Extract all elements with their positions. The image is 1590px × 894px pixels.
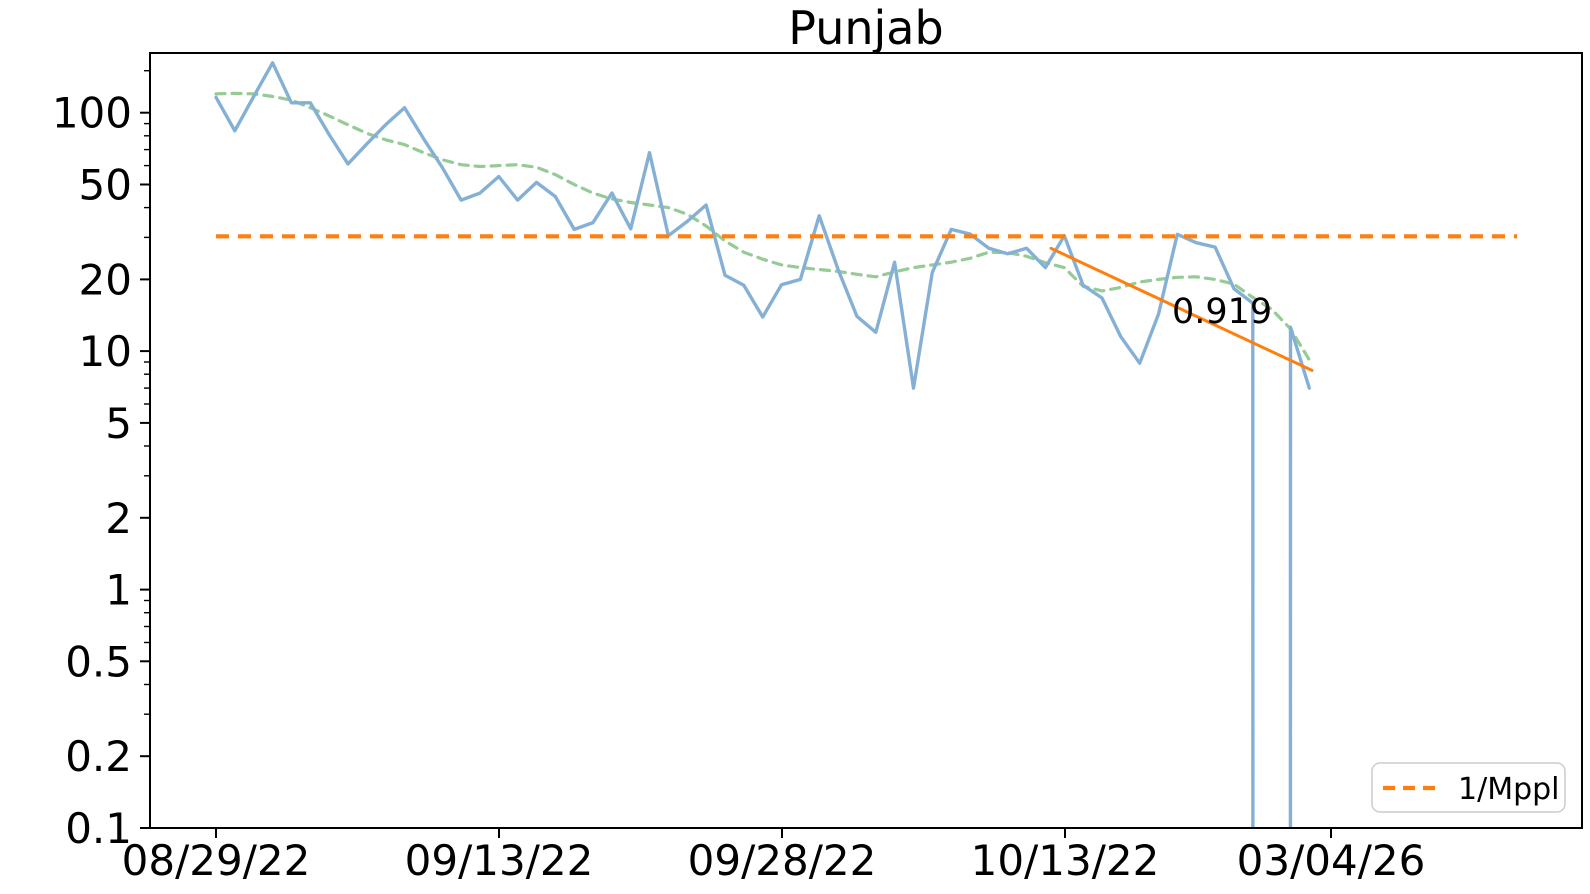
legend: 1/Mppl xyxy=(1371,762,1566,813)
series-layer xyxy=(214,61,1517,828)
legend-box xyxy=(1371,762,1566,813)
y-tick-label: 100 xyxy=(52,89,132,138)
chart-title: Punjab xyxy=(788,1,943,55)
y-tick-label: 1 xyxy=(105,566,132,615)
y-tick-label: 20 xyxy=(79,255,132,304)
trend-slope-annotation: 0.919 xyxy=(1172,292,1272,332)
x-tick-label: 09/13/22 xyxy=(405,836,594,885)
x-tick-label: 10/13/22 xyxy=(971,836,1160,885)
y-tick-label: 10 xyxy=(79,327,132,376)
y-tick-label: 0.1 xyxy=(65,804,132,853)
daily-values-line xyxy=(214,91,1311,362)
y-tick-label: 5 xyxy=(105,399,132,448)
axes-layer: 08/29/22 09/13/22 09/28/22 10/13/22 03/04/26… xyxy=(52,52,1583,885)
x-tick-label: 08/29/22 xyxy=(122,836,311,885)
y-tick-label: 0.5 xyxy=(65,637,132,686)
y-tick-label: 50 xyxy=(79,161,132,210)
legend-label: 1/Mppl xyxy=(1458,772,1560,807)
x-tick-label: 03/04/26 xyxy=(1237,836,1426,885)
smoothed-values-line xyxy=(214,61,1312,828)
y-tick-label: 0.2 xyxy=(65,732,132,781)
x-tick-label: 09/28/22 xyxy=(688,836,877,885)
axes-spines xyxy=(149,52,1583,829)
y-tick-label: 2 xyxy=(105,494,132,543)
trend-line xyxy=(1049,246,1314,372)
